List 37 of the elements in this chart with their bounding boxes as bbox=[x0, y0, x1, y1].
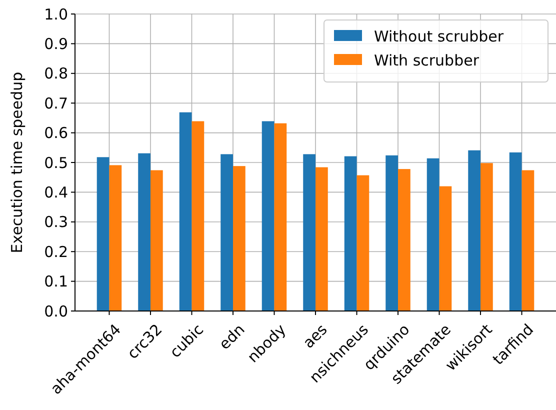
bar bbox=[138, 153, 150, 311]
legend-label: Without scrubber bbox=[374, 27, 504, 46]
y-tick-label: 0.3 bbox=[44, 213, 68, 232]
bar bbox=[426, 158, 440, 311]
bar bbox=[522, 170, 534, 311]
y-tick-label: 0.8 bbox=[44, 64, 68, 83]
bar bbox=[344, 156, 357, 311]
bar bbox=[439, 186, 452, 311]
legend-label: With scrubber bbox=[374, 51, 480, 70]
y-tick-label: 0.2 bbox=[44, 242, 68, 261]
bar bbox=[303, 154, 316, 311]
y-axis-title: Execution time speedup bbox=[8, 72, 26, 254]
bar bbox=[179, 112, 192, 311]
bar bbox=[386, 155, 398, 311]
bar bbox=[262, 121, 274, 311]
bar bbox=[398, 169, 410, 311]
y-tick-label: 0.6 bbox=[44, 124, 68, 142]
bar bbox=[150, 170, 163, 311]
bar bbox=[274, 123, 287, 311]
bar bbox=[109, 165, 122, 311]
bar bbox=[468, 150, 481, 311]
bar bbox=[192, 121, 204, 311]
bar bbox=[232, 166, 246, 311]
x-tick-label: edn bbox=[216, 320, 248, 354]
bar bbox=[220, 154, 233, 311]
y-tick-label: 0.0 bbox=[44, 302, 68, 320]
bar bbox=[356, 175, 370, 311]
bar bbox=[509, 152, 522, 311]
y-tick-label: 0.9 bbox=[44, 34, 68, 53]
bar bbox=[96, 157, 110, 311]
y-tick-label: 0.7 bbox=[44, 94, 68, 112]
bar bbox=[316, 167, 328, 311]
y-tick-label: 0.5 bbox=[44, 154, 68, 172]
y-tick-label: 0.1 bbox=[44, 272, 68, 291]
bar bbox=[480, 163, 493, 311]
y-tick-label: 1.0 bbox=[44, 5, 68, 24]
y-tick-label: 0.4 bbox=[44, 183, 68, 202]
